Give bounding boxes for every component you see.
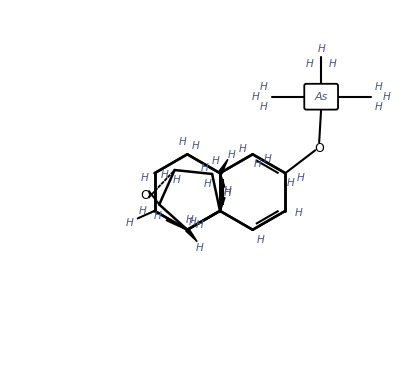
Text: H: H	[260, 82, 267, 92]
Text: H: H	[224, 188, 232, 198]
Text: H: H	[264, 154, 271, 164]
Text: As: As	[315, 92, 328, 102]
Text: H: H	[161, 170, 168, 180]
FancyBboxPatch shape	[304, 84, 338, 109]
Polygon shape	[186, 228, 197, 242]
Text: H: H	[228, 150, 236, 160]
Text: H: H	[178, 137, 186, 147]
Text: H: H	[257, 235, 265, 245]
Text: H: H	[254, 159, 261, 169]
Text: H: H	[195, 243, 203, 253]
Text: H: H	[212, 156, 220, 166]
Text: H: H	[287, 178, 294, 188]
Text: H: H	[188, 217, 196, 227]
Text: O: O	[314, 142, 324, 155]
Text: H: H	[126, 218, 133, 228]
Text: H: H	[294, 208, 302, 218]
Text: H: H	[329, 59, 337, 69]
Text: H: H	[191, 142, 199, 151]
Text: H: H	[375, 82, 383, 92]
Text: H: H	[195, 220, 203, 230]
Text: H: H	[296, 173, 304, 183]
Text: H: H	[375, 102, 383, 112]
Text: H: H	[203, 179, 211, 189]
Text: H: H	[224, 186, 232, 196]
Text: H: H	[173, 175, 180, 185]
Text: H: H	[317, 44, 325, 54]
Text: H: H	[252, 92, 260, 102]
Text: H: H	[201, 163, 209, 173]
Text: O: O	[140, 189, 150, 202]
Text: H: H	[141, 173, 149, 183]
Text: H: H	[383, 92, 391, 102]
Text: H: H	[153, 211, 162, 221]
Polygon shape	[218, 159, 228, 174]
Text: H: H	[186, 215, 193, 225]
Text: H: H	[260, 102, 267, 112]
Text: H: H	[239, 144, 247, 154]
Text: H: H	[139, 206, 147, 216]
Text: H: H	[305, 59, 313, 69]
